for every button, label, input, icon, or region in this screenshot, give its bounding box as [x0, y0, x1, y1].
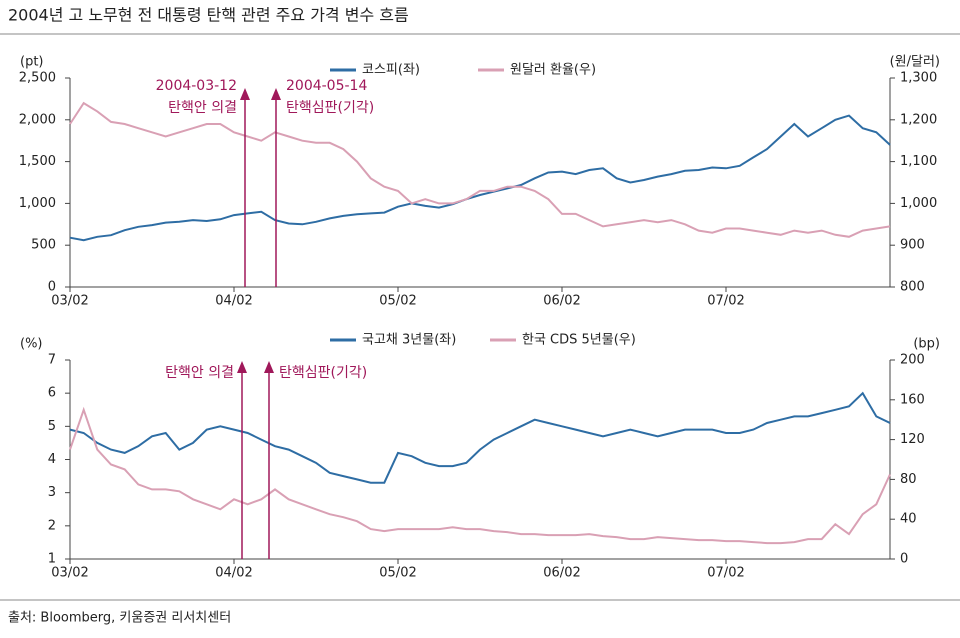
x-tick-label: 04/02 [215, 294, 252, 309]
legend-label: 원달러 환율(우) [510, 63, 596, 78]
x-tick-label: 06/02 [543, 294, 580, 309]
y2-tick-label: 80 [900, 472, 917, 487]
x-tick-label: 05/02 [379, 566, 416, 581]
annotation-date: 2004-05-14 [286, 78, 367, 94]
y-tick-label: 3 [48, 485, 56, 500]
annotation-label: 탄핵심판(기각) [279, 365, 367, 381]
y-axis-label: (%) [20, 337, 43, 352]
y2-tick-label: 40 [900, 512, 917, 527]
y-tick-label: 500 [31, 238, 56, 253]
y2-tick-label: 800 [900, 280, 925, 295]
legend-label: 코스피(좌) [362, 63, 420, 78]
y-tick-label: 2,500 [19, 71, 56, 86]
y-tick-label: 6 [48, 386, 56, 401]
y-tick-label: 2,000 [19, 112, 56, 127]
x-tick-label: 07/02 [707, 294, 744, 309]
x-tick-label: 03/02 [51, 566, 88, 581]
y-tick-label: 1 [48, 552, 56, 567]
annotation-label: 탄핵심판(기각) [286, 100, 374, 116]
y-tick-label: 2 [48, 518, 56, 533]
y2-tick-label: 1,300 [900, 71, 937, 86]
annotation-label: 탄핵안 의결 [165, 365, 234, 381]
y2-tick-label: 1,100 [900, 154, 937, 169]
y2-axis-label: (원/달러) [890, 55, 940, 70]
x-tick-label: 04/02 [215, 566, 252, 581]
annotation-arrowhead [264, 361, 274, 373]
y-tick-label: 0 [48, 280, 56, 295]
y2-tick-label: 1,000 [900, 196, 937, 211]
x-tick-label: 06/02 [543, 566, 580, 581]
annotation-arrowhead [271, 88, 281, 100]
line-series [69, 114, 891, 242]
y-tick-label: 4 [48, 452, 56, 467]
annotation-arrowhead [240, 88, 250, 100]
line-series [69, 101, 891, 238]
annotation-date: 2004-03-12 [156, 78, 237, 94]
annotation-arrowhead [237, 361, 247, 373]
y2-tick-label: 120 [900, 432, 925, 447]
y-tick-label: 5 [48, 419, 56, 434]
x-tick-label: 07/02 [707, 566, 744, 581]
x-tick-label: 03/02 [51, 294, 88, 309]
line-series [69, 406, 891, 545]
y-tick-label: 7 [48, 353, 56, 368]
y2-tick-label: 160 [900, 392, 925, 407]
page-title: 2004년 고 노무현 전 대통령 탄핵 관련 주요 가격 변수 흐름 [8, 6, 409, 25]
y-tick-label: 1,000 [19, 196, 56, 211]
y2-tick-label: 900 [900, 238, 925, 253]
y2-tick-label: 200 [900, 353, 925, 368]
y2-tick-label: 0 [900, 552, 908, 567]
annotation-label: 탄핵안 의결 [168, 100, 237, 116]
source: 출처: Bloomberg, 키움증권 리서치센터 [8, 611, 231, 626]
y2-axis-label: (bp) [913, 337, 940, 352]
y2-tick-label: 1,200 [900, 112, 937, 127]
x-tick-label: 05/02 [379, 294, 416, 309]
y-axis-label: (pt) [20, 55, 44, 70]
legend-label: 한국 CDS 5년물(우) [522, 333, 636, 348]
legend-label: 국고채 3년물(좌) [362, 333, 456, 348]
line-series [69, 391, 891, 484]
y-tick-label: 1,500 [19, 154, 56, 169]
